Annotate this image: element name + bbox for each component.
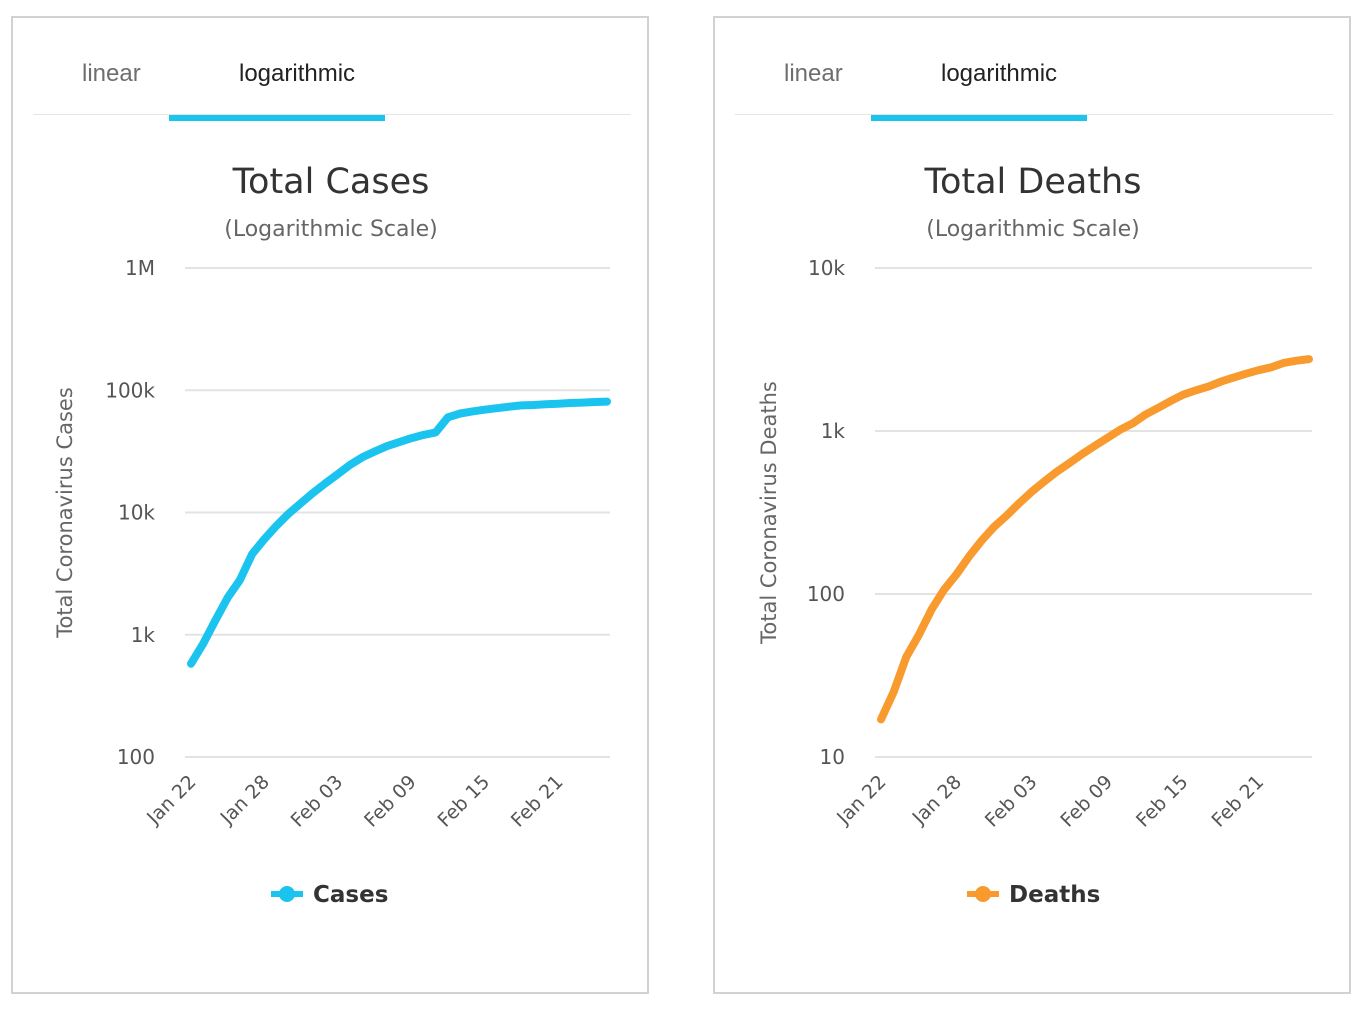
x-tick-label: Feb 15 [433,771,494,832]
x-tick-label: Feb 15 [1132,771,1193,832]
chart-title: Total Cases [232,162,430,202]
x-tick-label: Jan 28 [216,771,274,829]
tab-linear[interactable]: linear [82,60,141,87]
cases-chart: Total Cases (Logarithmic Scale) 100 1k 10k 10… [53,162,611,908]
y-tick-label: 10k [808,256,845,280]
deaths-chart: Total Deaths (Logarithmic Scale) 10 100 1k 10… [757,162,1313,908]
x-tick-label: Jan 22 [832,771,890,829]
y-tick-label: 10 [820,745,845,769]
y-tick-label: 1k [821,419,846,443]
x-tick-label: Feb 09 [1056,771,1117,832]
y-tick-label: 1M [125,256,155,280]
x-tick-label: Jan 22 [142,771,200,829]
tab-linear[interactable]: linear [784,60,843,87]
cases-chart-panel: linear logarithmic Total Cases (Logarithm… [11,16,649,994]
y-tick-label: 100 [117,745,155,769]
y-tick-label: 1k [131,623,156,647]
legend-marker [975,886,991,902]
tab-logarithmic[interactable]: logarithmic [941,60,1058,87]
x-tick-label: Jan 28 [908,771,966,829]
y-axis-label: Total Coronavirus Deaths [757,381,781,645]
y-tick-label: 10k [118,501,155,525]
legend-label[interactable]: Deaths [1009,882,1100,908]
y-tick-label: 100k [105,378,155,402]
active-tab-indicator [169,115,385,121]
x-tick-label: Feb 21 [507,771,568,832]
y-tick-label: 100 [807,582,845,606]
series-line[interactable] [877,355,1313,724]
deaths-chart-panel: linear logarithmic Total Deaths (Logarith… [713,16,1351,994]
scale-tabs: linear logarithmic [33,18,631,115]
tab-logarithmic[interactable]: logarithmic [239,60,356,87]
x-tick-label: Feb 03 [287,771,348,832]
x-tick-label: Feb 21 [1207,771,1268,832]
chart-title: Total Deaths [924,162,1142,202]
legend-marker [279,886,295,902]
x-tick-label: Feb 03 [981,771,1042,832]
x-tick-label: Feb 09 [360,771,421,832]
legend-label[interactable]: Cases [313,882,388,908]
active-tab-indicator [871,115,1087,121]
y-axis-label: Total Coronavirus Cases [53,387,77,639]
series-line[interactable] [187,397,611,668]
chart-subtitle: (Logarithmic Scale) [224,217,438,242]
scale-tabs: linear logarithmic [735,18,1333,115]
chart-subtitle: (Logarithmic Scale) [926,217,1140,242]
